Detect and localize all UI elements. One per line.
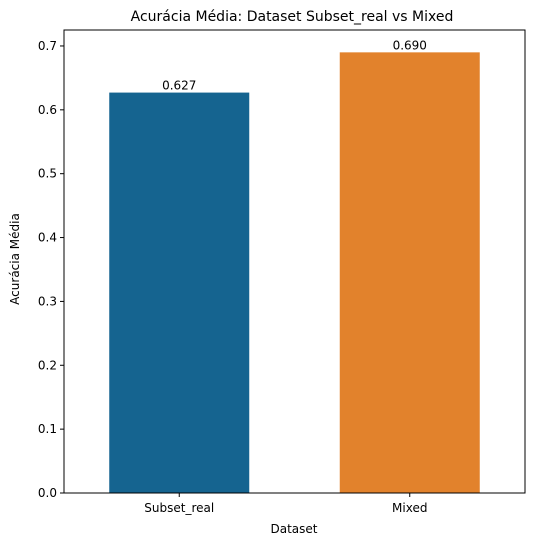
bar-subset-real xyxy=(109,92,250,493)
y-tick-label: 0.3 xyxy=(38,294,57,308)
bar-mixed xyxy=(339,52,480,494)
y-axis-label: Acurácia Média xyxy=(8,213,22,305)
plot-frame xyxy=(63,29,526,494)
x-tick-label: Subset_real xyxy=(144,501,214,515)
x-tick-label: Mixed xyxy=(392,501,427,515)
data-label: 0.690 xyxy=(393,38,427,52)
y-tick-label: 0.5 xyxy=(38,167,57,181)
y-tick-label: 0.2 xyxy=(38,358,57,372)
y-tick-label: 0.1 xyxy=(38,422,57,436)
x-axis-label: Dataset xyxy=(271,522,318,536)
axes-layer: Subset_real Mixed 0.0 0.1 0.2 0.3 0.4 0.5 0.6 0.7 xyxy=(38,29,526,515)
y-tick-label: 0.0 xyxy=(38,486,57,500)
data-label: 0.627 xyxy=(162,79,196,93)
y-tick-label: 0.7 xyxy=(38,39,57,53)
y-tick-label: 0.4 xyxy=(38,231,57,245)
y-tick-label: 0.6 xyxy=(38,103,57,117)
bars-layer: 0.627 0.690 xyxy=(109,38,480,494)
chart-title: Acurácia Média: Dataset Subset_real vs M… xyxy=(131,9,454,25)
